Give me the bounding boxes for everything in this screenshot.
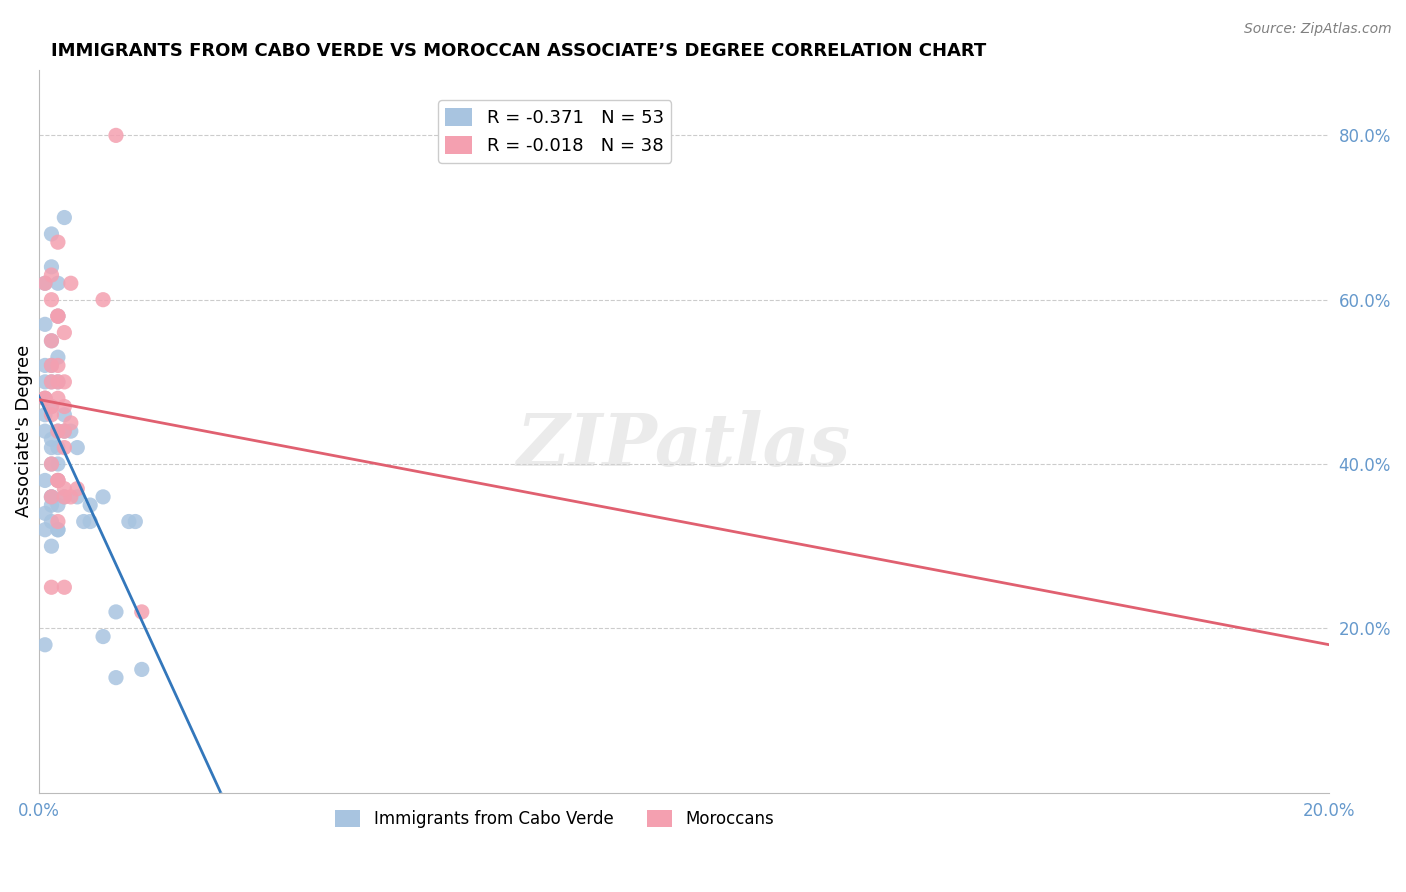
Point	[41, 490, 63, 504]
Point	[41, 227, 63, 241]
Point	[91, 490, 114, 504]
Legend: Immigrants from Cabo Verde, Moroccans: Immigrants from Cabo Verde, Moroccans	[329, 804, 780, 835]
Text: Source: ZipAtlas.com: Source: ZipAtlas.com	[1244, 22, 1392, 37]
Point	[41, 490, 63, 504]
Point	[46, 235, 69, 250]
Point	[34, 277, 56, 291]
Point	[124, 515, 146, 529]
Point	[34, 392, 56, 406]
Point	[34, 474, 56, 488]
Point	[73, 515, 96, 529]
Point	[66, 482, 89, 496]
Point	[41, 400, 63, 414]
Point	[41, 408, 63, 422]
Point	[41, 359, 63, 373]
Point	[34, 392, 56, 406]
Point	[41, 334, 63, 348]
Point	[34, 638, 56, 652]
Point	[46, 441, 69, 455]
Point	[66, 441, 89, 455]
Point	[41, 515, 63, 529]
Point	[59, 424, 82, 438]
Point	[118, 515, 141, 529]
Point	[46, 474, 69, 488]
Point	[66, 490, 89, 504]
Point	[46, 309, 69, 323]
Point	[46, 474, 69, 488]
Point	[59, 490, 82, 504]
Text: IMMIGRANTS FROM CABO VERDE VS MOROCCAN ASSOCIATE’S DEGREE CORRELATION CHART: IMMIGRANTS FROM CABO VERDE VS MOROCCAN A…	[52, 42, 987, 60]
Point	[41, 490, 63, 504]
Point	[53, 424, 76, 438]
Point	[34, 375, 56, 389]
Point	[34, 506, 56, 520]
Point	[46, 523, 69, 537]
Point	[104, 128, 127, 143]
Point	[53, 408, 76, 422]
Point	[34, 408, 56, 422]
Point	[34, 523, 56, 537]
Point	[41, 293, 63, 307]
Point	[34, 318, 56, 332]
Point	[41, 334, 63, 348]
Point	[46, 515, 69, 529]
Point	[41, 498, 63, 512]
Point	[46, 457, 69, 471]
Point	[131, 662, 153, 676]
Point	[41, 457, 63, 471]
Point	[53, 580, 76, 594]
Point	[53, 490, 76, 504]
Point	[34, 277, 56, 291]
Point	[46, 309, 69, 323]
Point	[41, 375, 63, 389]
Point	[131, 605, 153, 619]
Point	[79, 515, 101, 529]
Point	[46, 523, 69, 537]
Point	[34, 359, 56, 373]
Point	[41, 260, 63, 274]
Point	[53, 424, 76, 438]
Point	[41, 375, 63, 389]
Point	[41, 400, 63, 414]
Point	[79, 498, 101, 512]
Point	[46, 277, 69, 291]
Point	[41, 359, 63, 373]
Point	[46, 350, 69, 364]
Point	[41, 441, 63, 455]
Point	[53, 211, 76, 225]
Y-axis label: Associate's Degree: Associate's Degree	[15, 345, 32, 517]
Point	[91, 293, 114, 307]
Point	[91, 630, 114, 644]
Point	[46, 424, 69, 438]
Point	[53, 441, 76, 455]
Point	[41, 268, 63, 282]
Point	[41, 433, 63, 447]
Point	[104, 671, 127, 685]
Point	[59, 416, 82, 430]
Point	[46, 375, 69, 389]
Point	[46, 375, 69, 389]
Point	[34, 392, 56, 406]
Point	[46, 424, 69, 438]
Point	[104, 605, 127, 619]
Point	[46, 309, 69, 323]
Point	[41, 580, 63, 594]
Point	[53, 482, 76, 496]
Point	[34, 424, 56, 438]
Point	[41, 539, 63, 553]
Point	[46, 359, 69, 373]
Point	[53, 375, 76, 389]
Point	[46, 498, 69, 512]
Text: ZIPatlas: ZIPatlas	[516, 410, 851, 481]
Point	[53, 400, 76, 414]
Point	[59, 277, 82, 291]
Point	[41, 457, 63, 471]
Point	[53, 326, 76, 340]
Point	[53, 490, 76, 504]
Point	[46, 474, 69, 488]
Point	[46, 392, 69, 406]
